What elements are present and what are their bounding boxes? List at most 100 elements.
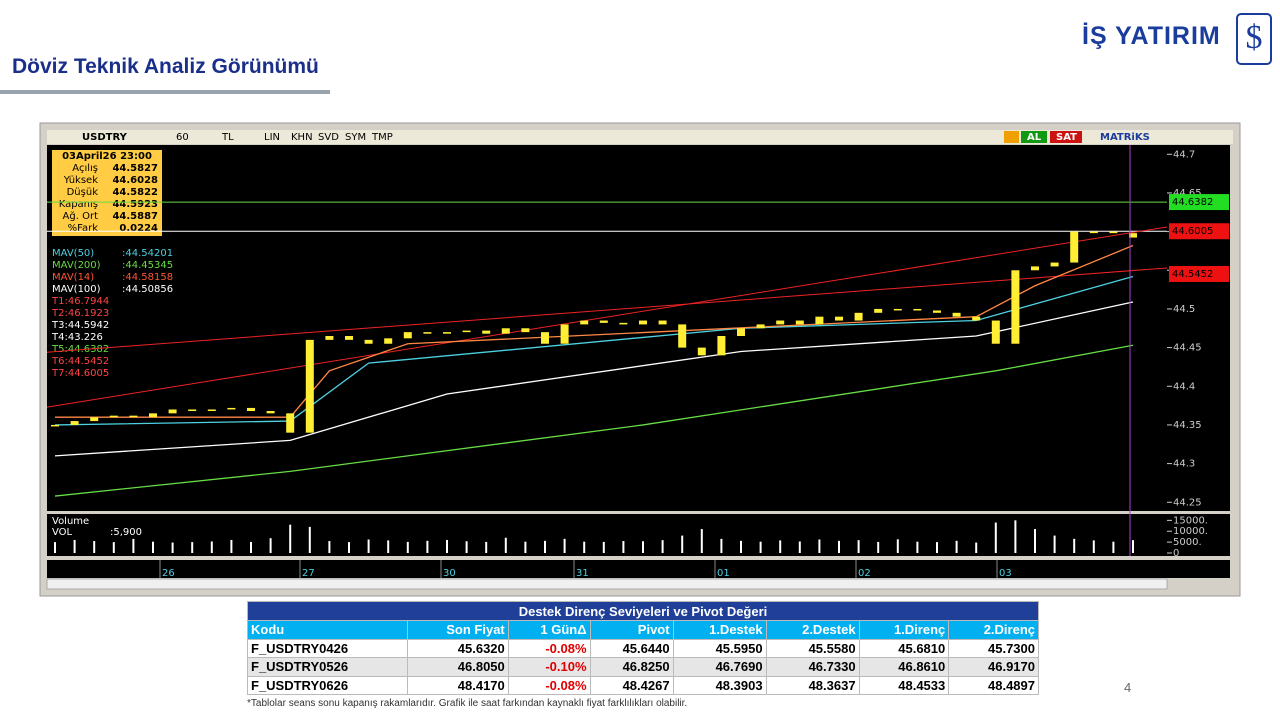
chart-screenshot: USDTRY 60 TL LIN KHN SVD SYM TMP AL SAT MATRiKS03A… — [39, 122, 1241, 597]
volume-bar — [465, 541, 468, 553]
moving-average — [54, 344, 1134, 497]
volume-bar — [740, 540, 742, 553]
buy-button[interactable]: AL — [1027, 132, 1042, 143]
trend-line — [46, 267, 1168, 353]
y-tick-label: 44.65 — [1173, 188, 1202, 199]
volume-bar — [367, 539, 370, 553]
volume-bar — [54, 542, 56, 553]
table-cell: F_USDTRY0426 — [246, 638, 409, 658]
table-cell: 1.Direnç — [858, 620, 950, 640]
table-cell: 46.7690 — [672, 657, 767, 677]
y-tick-label: 44.25 — [1173, 497, 1202, 508]
candle — [717, 336, 726, 356]
info-value: 44.6028 — [112, 175, 158, 186]
candle — [207, 409, 216, 412]
toolbar-symbol[interactable]: USDTRY — [82, 132, 128, 143]
volume-bar — [720, 538, 723, 553]
volume-bar — [583, 541, 586, 553]
candle — [403, 332, 412, 339]
toolbar-button[interactable]: KHN — [291, 132, 313, 143]
candle — [737, 328, 745, 337]
candle — [658, 320, 667, 325]
volume-bar — [916, 541, 919, 553]
volume-bar — [210, 541, 213, 553]
table-cell: 2.Direnç — [948, 620, 1039, 640]
volume-bar — [328, 541, 331, 553]
scrollbar[interactable] — [46, 578, 1168, 590]
title-rule — [0, 90, 330, 94]
volume-bar — [818, 539, 821, 553]
candle — [678, 324, 687, 348]
volume-bar — [1132, 540, 1134, 553]
candle — [168, 409, 177, 414]
volume-bar — [661, 540, 664, 553]
y-tick-label: 44.3 — [1173, 459, 1195, 470]
candle — [1109, 231, 1118, 234]
volume-bar — [1034, 529, 1036, 553]
candle — [893, 308, 902, 311]
moving-average — [54, 275, 1134, 426]
volume-bar — [152, 541, 154, 553]
sell-bg — [1050, 131, 1082, 143]
price-tag — [1169, 223, 1229, 240]
info-label: Yüksek — [63, 175, 98, 186]
volume-bar — [955, 540, 958, 553]
level-label: T1:46.7944 — [51, 296, 109, 307]
volume-bar — [1092, 540, 1095, 553]
volume-bar — [975, 542, 978, 553]
tool-icon[interactable] — [1004, 131, 1019, 143]
toolbar-button[interactable]: TMP — [371, 132, 393, 143]
volume-bar — [896, 539, 899, 553]
info-value: 44.5923 — [112, 199, 158, 210]
info-label: %Fark — [68, 223, 99, 234]
indicator-value: :44.58158 — [122, 272, 173, 283]
table-title-row: Destek Direnç Seviyeleri ve Pivot Değeri — [247, 601, 1039, 621]
level-label: T2:46.1923 — [51, 308, 109, 319]
table-cell: 48.4897 — [948, 675, 1039, 695]
candle — [756, 324, 765, 329]
candle — [913, 308, 922, 311]
indicator-value: :44.45345 — [122, 260, 173, 271]
candle — [325, 336, 334, 340]
sell-button[interactable]: SAT — [1056, 132, 1077, 143]
v-tick-label: 10000. — [1173, 526, 1208, 537]
y-tick-label: 44.4 — [1173, 381, 1195, 392]
volume-bar — [622, 541, 625, 553]
trend-line — [46, 226, 1168, 408]
table-cell: 48.3637 — [765, 675, 860, 695]
indicator-label: MAV(14) — [52, 272, 94, 283]
volume-bar — [289, 524, 292, 553]
toolbar-button[interactable]: SYM — [345, 132, 366, 143]
volume-bar — [1014, 520, 1017, 553]
indicator-value: :44.54201 — [122, 248, 173, 259]
candle — [991, 320, 1000, 344]
candle — [149, 413, 157, 418]
candle — [51, 424, 59, 427]
y-tick-label: 44.7 — [1173, 149, 1195, 160]
candle — [109, 415, 118, 418]
toolbar-period[interactable]: 60 — [176, 132, 189, 143]
info-value: 44.5827 — [112, 163, 158, 174]
table-cell: -0.08% — [507, 675, 591, 695]
toolbar — [47, 130, 1233, 144]
volume-bar — [857, 540, 860, 553]
info-value: 44.5822 — [112, 187, 158, 198]
table-cell: Pivot — [589, 620, 674, 640]
table-header-row: Kodu Son Fiyat 1 GünΔ Pivot 1.Destek 2.Destek… — [246, 620, 1039, 640]
toolbar-button[interactable]: LIN — [264, 132, 280, 143]
volume-bar — [877, 541, 880, 553]
candle — [599, 320, 608, 323]
table-cell: 1 GünΔ — [507, 620, 591, 640]
volume-bar — [798, 541, 801, 553]
volume-bar — [681, 535, 684, 553]
table-cell: 45.7300 — [948, 638, 1039, 658]
toolbar-button[interactable]: SVD — [318, 132, 339, 143]
candle — [90, 417, 99, 422]
v-tick-label: 5000. — [1173, 537, 1202, 548]
table-cell: Son Fiyat — [407, 620, 509, 640]
indicator-label: MAV(50) — [52, 248, 94, 259]
candle — [639, 320, 647, 325]
toolbar-currency[interactable]: TL — [221, 132, 234, 143]
candle — [364, 339, 373, 344]
volume-bar — [524, 541, 527, 553]
